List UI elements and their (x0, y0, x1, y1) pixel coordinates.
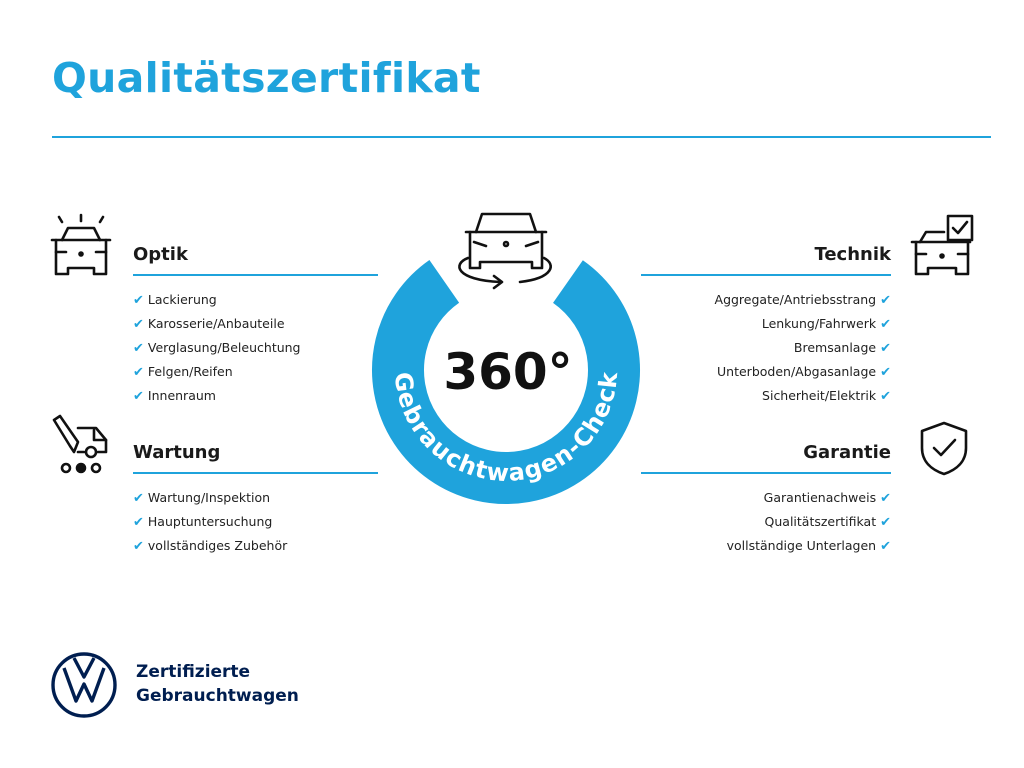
section-heading: Technik (814, 244, 891, 265)
list-item: Lenkung/Fahrwerk ✔ (761, 316, 891, 332)
list-item: Bremsanlage ✔ (793, 340, 891, 356)
brand-text: Zertifizierte Gebrauchtwagen (136, 660, 299, 708)
list-item: Aggregate/Antriebsstrang ✔ (714, 292, 891, 308)
section-garantie: Garantie Garantienachweis ✔ Qualitätszert… (641, 439, 891, 558)
section-underline (641, 274, 891, 276)
title-divider (52, 136, 991, 138)
list-item: ✔ Lackierung (133, 292, 217, 308)
list-item: ✔ Verglasung/Beleuchtung (133, 340, 301, 356)
section-underline (133, 274, 378, 276)
check-icon: ✔ (880, 317, 891, 332)
check-icon: ✔ (133, 389, 144, 404)
list-item: Qualitätszertifikat ✔ (764, 514, 891, 530)
section-underline (133, 472, 378, 474)
check-icon: ✔ (880, 515, 891, 530)
section-wartung: Wartung ✔ Wartung/Inspektion ✔ Hauptunters… (133, 439, 378, 558)
list-item: ✔ Innenraum (133, 388, 216, 404)
section-optik: Optik ✔ Lackierung ✔ Karosserie/Anbauteile… (133, 241, 378, 408)
list-item: Unterboden/Abgasanlage ✔ (717, 364, 891, 380)
list-item: ✔ vollständiges Zubehör (133, 538, 288, 554)
check-icon: ✔ (133, 491, 144, 506)
check-icon: ✔ (133, 539, 144, 554)
brand-line-1: Zertifizierte (136, 662, 251, 682)
check-icon: ✔ (880, 389, 891, 404)
section-technik: Technik Aggregate/Antriebsstrang ✔ Lenkun… (641, 241, 891, 408)
list-item: Sicherheit/Elektrik ✔ (762, 388, 891, 404)
car-lights-icon (50, 213, 112, 276)
section-heading: Wartung (133, 442, 221, 463)
check-icon: ✔ (880, 365, 891, 380)
shield-check-icon (920, 421, 968, 476)
section-underline (641, 472, 891, 474)
service-van-icon (52, 414, 108, 474)
check-icon: ✔ (880, 491, 891, 506)
check-icon: ✔ (133, 365, 144, 380)
check-icon: ✔ (880, 341, 891, 356)
badge-value: 360° (443, 343, 572, 401)
check-icon: ✔ (133, 341, 144, 356)
check-icon: ✔ (133, 515, 144, 530)
list-item: ✔ Karosserie/Anbauteile (133, 316, 285, 332)
check-icon: ✔ (880, 539, 891, 554)
car-checkbox-icon (910, 214, 974, 276)
brand-line-2: Gebrauchtwagen (136, 686, 299, 706)
page-title: Qualitätszertifikat (52, 54, 481, 102)
section-heading: Garantie (803, 442, 891, 463)
list-item: ✔ Felgen/Reifen (133, 364, 233, 380)
check-icon: ✔ (133, 293, 144, 308)
check-icon: ✔ (133, 317, 144, 332)
list-item: vollständige Unterlagen ✔ (726, 538, 891, 554)
check-icon: ✔ (880, 293, 891, 308)
section-heading: Optik (133, 244, 188, 265)
vw-logo (51, 652, 117, 718)
list-item: ✔ Wartung/Inspektion (133, 490, 271, 506)
car-rotate-icon (458, 212, 552, 290)
list-item: ✔ Hauptuntersuchung (133, 514, 273, 530)
list-item: Garantienachweis ✔ (763, 490, 891, 506)
